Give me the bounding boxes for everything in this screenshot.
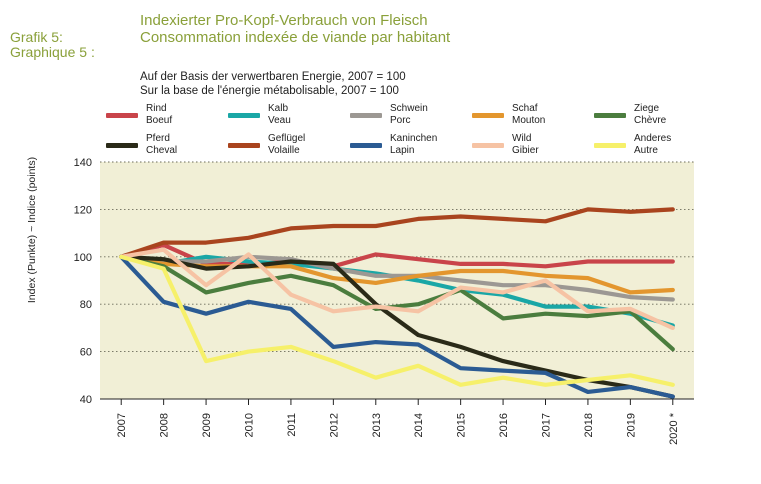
legend-item: Kaninchen Lapin <box>350 133 470 161</box>
legend-label: Pferd Cheval <box>146 133 177 157</box>
chart-subtitle-fr: Sur la base de l'énergie métabolisable, … <box>140 85 399 97</box>
legend-label-de: Kaninchen <box>390 133 438 144</box>
series-line-9 <box>119 247 675 330</box>
legend-label: Schaf Mouton <box>512 103 545 127</box>
series-line-10 <box>119 254 675 387</box>
x-tick-label: 2009 <box>201 413 213 437</box>
series-line-7 <box>119 207 675 259</box>
y-tick-label: 100 <box>74 252 92 264</box>
legend-item: Wild Gibier <box>472 133 592 161</box>
figure-number: Grafik 5: Graphique 5 : <box>10 30 95 60</box>
legend-item: Rind Boeuf <box>106 103 226 131</box>
series-line-6 <box>119 254 675 399</box>
x-tick-label: 2010 <box>244 413 256 437</box>
legend-item: Anderes Autre <box>594 133 714 161</box>
chart-title-de: Indexierter Pro-Kopf-Verbrauch von Fleis… <box>140 12 428 29</box>
y-tick-label: 140 <box>74 157 92 169</box>
legend-label-de: Ziege <box>634 103 660 114</box>
legend-item: Pferd Cheval <box>106 133 226 161</box>
legend-item: Kalb Veau <box>228 103 348 131</box>
x-tick-label: 2020 * <box>668 412 680 445</box>
series-line-3 <box>119 254 675 302</box>
legend-label-de: Schaf <box>512 103 538 114</box>
figure-number-de: Grafik 5: <box>10 29 63 45</box>
legend-label-fr: Gibier <box>512 145 539 156</box>
legend-swatch <box>106 143 138 148</box>
x-tick-label: 2015 <box>456 413 468 437</box>
series-line-1 <box>119 242 675 269</box>
x-tick-label: 2011 <box>286 413 298 437</box>
legend-label-de: Schwein <box>390 103 428 114</box>
legend-label: Wild Gibier <box>512 133 539 157</box>
x-tick-label: 2019 <box>625 413 637 437</box>
x-tick-label: 2016 <box>498 413 510 437</box>
legend-label-fr: Mouton <box>512 115 546 126</box>
legend-label-de: Pferd <box>146 133 170 144</box>
legend-label-fr: Chèvre <box>634 115 667 126</box>
chart-title-fr: Consommation indexée de viande par habit… <box>140 29 451 46</box>
legend-swatch <box>472 143 504 148</box>
x-tick-label: 2018 <box>583 413 595 437</box>
legend-label: Kaninchen Lapin <box>390 133 437 157</box>
x-tick-label: 2012 <box>328 413 340 437</box>
y-axis-label: Index (Punkte) ~ Indice (points) <box>26 156 38 304</box>
legend-label: Schwein Porc <box>390 103 428 127</box>
x-tick-label: 2017 <box>541 413 553 437</box>
legend-item: Geflügel Volaille <box>228 133 348 161</box>
legend-label-de: Wild <box>512 133 532 144</box>
chart-subtitle: Auf der Basis der verwertbaren Energie, … <box>140 70 406 98</box>
series-line-5 <box>119 254 675 352</box>
legend-label: Kalb Veau <box>268 103 291 127</box>
legend-item: Ziege Chèvre <box>594 103 714 131</box>
legend-label-fr: Volaille <box>268 145 300 156</box>
x-tick-label: 2013 <box>371 413 383 437</box>
legend-label: Anderes Autre <box>634 133 671 157</box>
chart-subtitle-de: Auf der Basis der verwertbaren Energie, … <box>140 71 406 83</box>
legend-label-fr: Porc <box>390 115 411 126</box>
y-tick-label: 120 <box>74 204 92 216</box>
legend-label-de: Kalb <box>268 103 289 114</box>
legend-swatch <box>350 113 382 118</box>
x-tick-label: 2007 <box>116 413 128 437</box>
legend-label-fr: Boeuf <box>146 115 173 126</box>
legend-label-fr: Lapin <box>390 145 415 156</box>
legend-swatch <box>594 113 626 118</box>
legend-label-de: Geflügel <box>268 133 306 144</box>
series-line-8 <box>119 254 675 399</box>
legend-swatch <box>472 113 504 118</box>
y-tick-label: 80 <box>80 299 92 311</box>
legend-item: Schwein Porc <box>350 103 470 131</box>
legend-swatch <box>594 143 626 148</box>
legend-label-fr: Veau <box>268 115 291 126</box>
legend-swatch <box>350 143 382 148</box>
legend-label-fr: Cheval <box>146 145 178 156</box>
legend-item: Schaf Mouton <box>472 103 592 131</box>
legend-label: Rind Boeuf <box>146 103 172 127</box>
y-tick-label: 60 <box>80 347 92 359</box>
legend-label-de: Anderes <box>634 133 672 144</box>
legend-swatch <box>106 113 138 118</box>
chart-legend: Rind Boeuf Kalb Veau Schwein Porc Schaf Mouton Z… <box>106 103 746 159</box>
chart-title: Indexierter Pro-Kopf-Verbrauch von Fleis… <box>140 12 450 46</box>
legend-label-fr: Autre <box>634 145 658 156</box>
legend-label: Ziege Chèvre <box>634 103 666 127</box>
legend-label-de: Rind <box>146 103 167 114</box>
legend-swatch <box>228 113 260 118</box>
legend-label: Geflügel Volaille <box>268 133 305 157</box>
figure-number-fr: Graphique 5 : <box>10 44 95 60</box>
y-tick-label: 40 <box>80 394 92 406</box>
legend-swatch <box>228 143 260 148</box>
x-tick-label: 2014 <box>413 413 425 437</box>
x-tick-label: 2008 <box>159 413 171 437</box>
